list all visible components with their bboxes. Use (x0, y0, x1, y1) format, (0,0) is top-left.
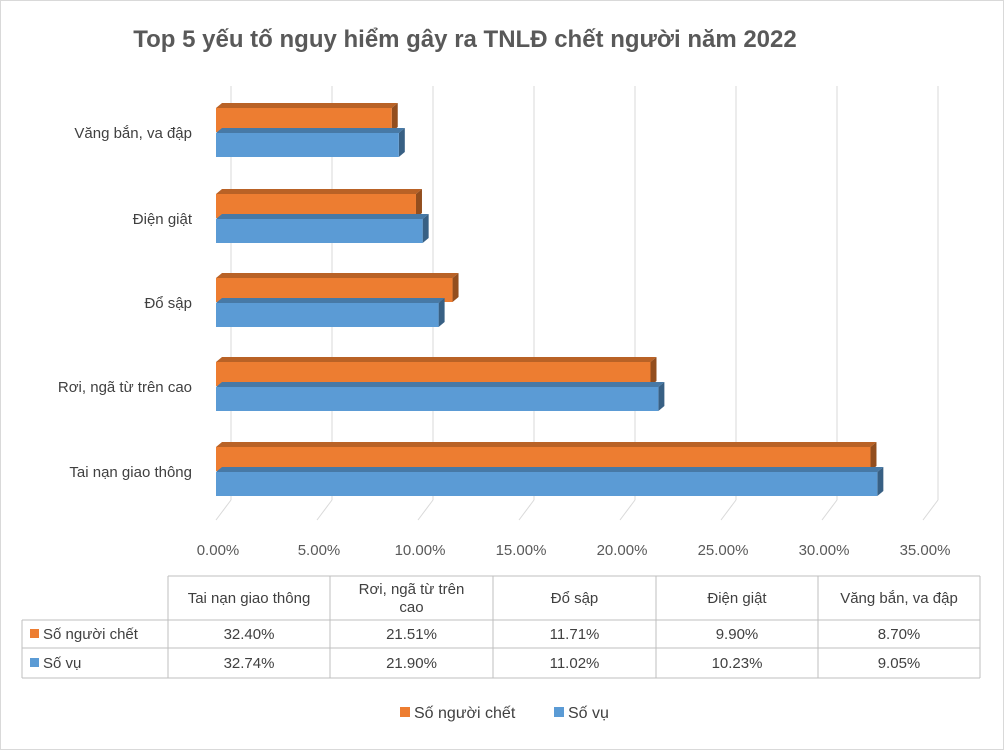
x-tick-label: 20.00% (597, 542, 648, 559)
table-legend-key (30, 629, 39, 638)
bar-top-face (216, 189, 422, 194)
table-value-cell: 32.40% (224, 626, 275, 643)
legend-key (400, 707, 410, 717)
table-value-cell: 10.23% (712, 655, 763, 672)
table-value-cell: 11.02% (550, 655, 600, 672)
bar-side-face (658, 382, 665, 411)
bar-top-face (216, 103, 398, 108)
table-header-cell: cao (399, 599, 423, 616)
table-value-cell: 32.74% (224, 655, 275, 672)
bar (216, 219, 423, 243)
table-value-cell: 11.71% (550, 626, 600, 643)
bar-side-face (398, 128, 405, 157)
category-label: Văng bắn, va đập (74, 125, 192, 142)
floor-gridline (316, 499, 333, 521)
x-tick-label: 15.00% (496, 542, 547, 559)
legend-key (554, 707, 564, 717)
x-tick-label: 25.00% (698, 542, 749, 559)
legend-label: Số vụ (568, 705, 609, 722)
bar (216, 387, 659, 411)
bar-top-face (216, 273, 459, 278)
table-legend-key (30, 658, 39, 667)
x-tick-label: 10.00% (395, 542, 446, 559)
floor-gridline (619, 499, 636, 521)
table-value-cell: 9.90% (716, 626, 759, 643)
floor-gridline (518, 499, 535, 521)
bar-top-face (216, 298, 445, 303)
x-tick-label: 35.00% (900, 542, 951, 559)
x-tick-label: 0.00% (197, 542, 240, 559)
table-value-cell: 8.70% (878, 626, 921, 643)
table-header-cell: Tai nạn giao thông (188, 590, 311, 607)
bar-top-face (216, 442, 877, 447)
x-tick-label: 30.00% (799, 542, 850, 559)
table-header-cell: Rơi, ngã từ trên (359, 581, 465, 598)
category-label: Rơi, ngã từ trên cao (58, 379, 192, 396)
chart-title: Top 5 yếu tố nguy hiểm gây ra TNLĐ chết … (133, 26, 797, 53)
table-series-name: Số vụ (43, 655, 81, 672)
bar-side-face (650, 357, 657, 386)
bar-top-face (216, 128, 405, 133)
table-value-cell: 9.05% (878, 655, 921, 672)
bar-side-face (438, 298, 445, 327)
floor-gridline (922, 499, 939, 521)
table-value-cell: 21.90% (386, 655, 437, 672)
floor-gridline (417, 499, 434, 521)
floor-gridline (215, 499, 232, 521)
table-header-cell: Đổ sập (551, 590, 599, 607)
table-header-cell: Điện giật (707, 590, 767, 607)
bar (216, 133, 399, 157)
bar-top-face (216, 467, 884, 472)
category-label: Tai nạn giao thông (69, 464, 192, 481)
bar-side-face (391, 103, 398, 132)
bar (216, 303, 439, 327)
bar-side-face (870, 442, 877, 471)
bar-side-face (415, 189, 422, 218)
bar-top-face (216, 357, 657, 362)
table-series-name: Số người chết (43, 626, 139, 643)
bar (216, 472, 878, 496)
floor-gridline (720, 499, 737, 521)
bar-side-face (452, 273, 459, 302)
bar-top-face (216, 214, 429, 219)
legend-label: Số người chết (414, 705, 516, 722)
table-header-cell: Văng bắn, va đập (840, 590, 958, 607)
bar-top-face (216, 382, 665, 387)
bar-side-face (877, 467, 884, 496)
category-label: Đổ sập (144, 295, 192, 312)
table-value-cell: 21.51% (386, 626, 437, 643)
x-tick-label: 5.00% (298, 542, 341, 559)
floor-gridline (821, 499, 838, 521)
bar-side-face (422, 214, 429, 243)
category-label: Điện giật (133, 211, 193, 228)
